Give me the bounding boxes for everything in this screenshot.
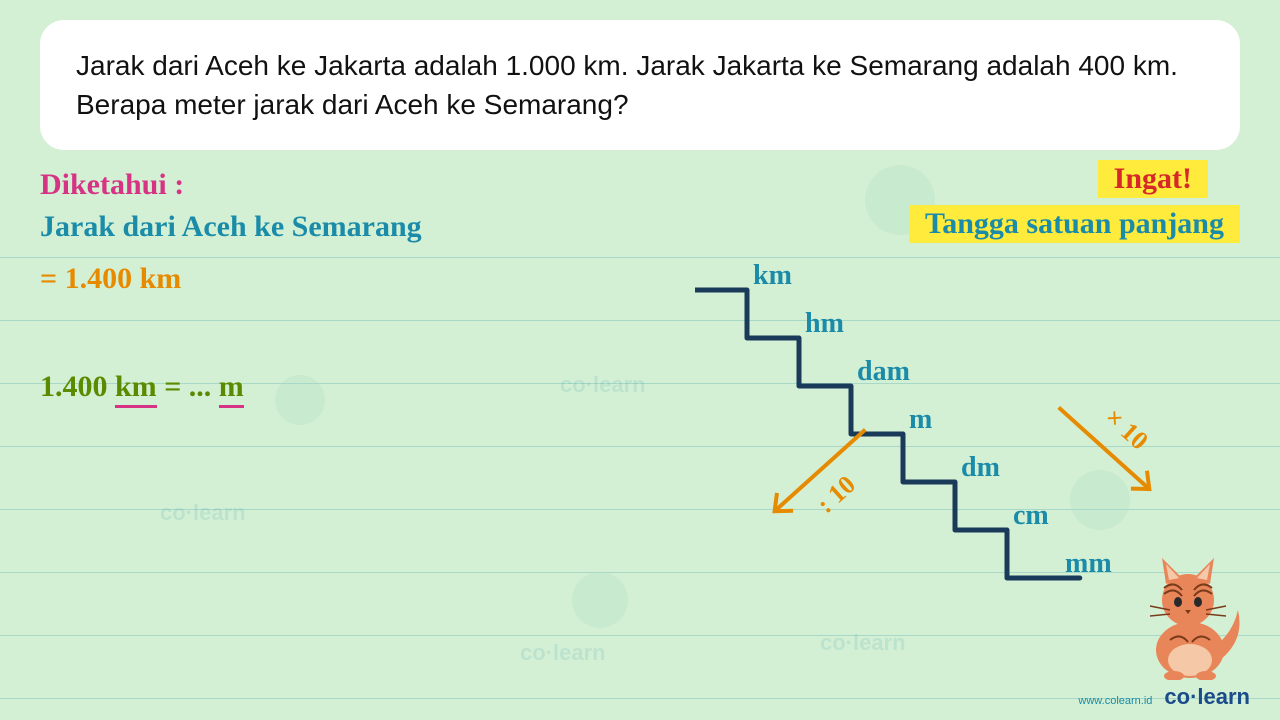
watermark: co·learn	[160, 500, 246, 526]
watermark: co·learn	[520, 640, 606, 666]
stairs-path	[695, 290, 1080, 578]
convert-unit-km: km	[115, 370, 157, 408]
stair-unit-dam: dam	[857, 356, 910, 387]
watermark: co·learn	[560, 372, 646, 398]
unit-stairs: kmhmdam mdmcmmm	[695, 260, 1115, 610]
cat-icon	[1130, 540, 1250, 680]
convert-line: 1.400 km = ... m	[40, 370, 244, 404]
convert-unit-m: m	[219, 370, 244, 408]
convert-prefix: 1.400	[40, 370, 115, 403]
jarak-line: Jarak dari Aceh ke Semarang	[40, 210, 422, 244]
question-text: Jarak dari Aceh ke Jakarta adalah 1.000 …	[76, 50, 1178, 120]
stair-unit-hm: hm	[805, 308, 844, 339]
footer-logo: co·learn	[1164, 684, 1250, 710]
stair-unit-km: km	[753, 260, 792, 291]
tangga-title: Tangga satuan panjang	[909, 205, 1240, 243]
stairs-svg: kmhmdam mdmcmmm	[695, 260, 1115, 630]
question-card: Jarak dari Aceh ke Jakarta adalah 1.000 …	[40, 20, 1240, 150]
convert-mid: = ...	[157, 370, 219, 403]
stair-unit-m: m	[909, 404, 932, 435]
footer-url: www.colearn.id	[1078, 695, 1152, 707]
footer: www.colearn.id co·learn	[1078, 684, 1250, 710]
value-line: = 1.400 km	[40, 262, 181, 296]
watermark: co·learn	[820, 630, 906, 656]
stair-unit-cm: cm	[1013, 500, 1049, 531]
ingat-badge: Ingat!	[1098, 160, 1208, 198]
diketahui-label: Diketahui :	[40, 168, 184, 202]
stair-unit-dm: dm	[961, 452, 1000, 483]
stair-unit-mm: mm	[1065, 548, 1112, 579]
